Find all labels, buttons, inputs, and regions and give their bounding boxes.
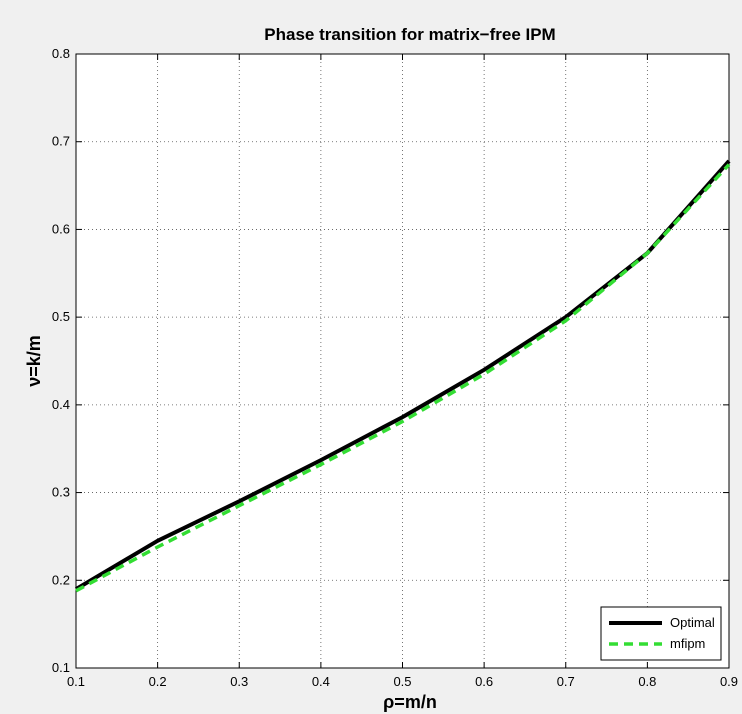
y-tick-label: 0.4 [52,397,70,412]
y-tick-label: 0.6 [52,221,70,236]
legend: Optimal mfipm [600,606,722,661]
axis-ticks: 0.1 0.2 0.3 0.4 0.5 0.6 0.7 0.8 0.9 0.1 0.2 0.3 0.4 0… [52,46,738,689]
x-tick-label: 0.6 [475,674,493,689]
y-axis-label: ν=k/m [24,335,44,387]
x-tick-label: 0.9 [720,674,738,689]
y-tick-label: 0.8 [52,46,70,61]
grid [76,54,729,668]
x-axis-label: ρ=m/n [383,692,437,712]
x-tick-label: 0.2 [149,674,167,689]
legend-box [600,606,722,661]
x-tick-label: 0.4 [312,674,330,689]
y-tick-label: 0.7 [52,134,70,149]
y-tick-label: 0.3 [52,485,70,500]
series-line-mfipm [75,163,731,593]
y-tick-label: 0.2 [52,572,70,587]
x-tick-label: 0.3 [230,674,248,689]
series-group [74,159,731,593]
chart-title: Phase transition for matrix−free IPM [264,25,555,44]
x-tick-label: 0.7 [557,674,575,689]
legend-label-mfipm: mfipm [670,636,705,651]
x-tick-label: 0.1 [67,674,85,689]
y-tick-label: 0.5 [52,309,70,324]
legend-label-optimal: Optimal [670,615,715,630]
plot-area [75,53,730,669]
y-tick-label: 0.1 [52,660,70,675]
x-tick-label: 0.5 [393,674,411,689]
x-tick-label: 0.8 [638,674,656,689]
